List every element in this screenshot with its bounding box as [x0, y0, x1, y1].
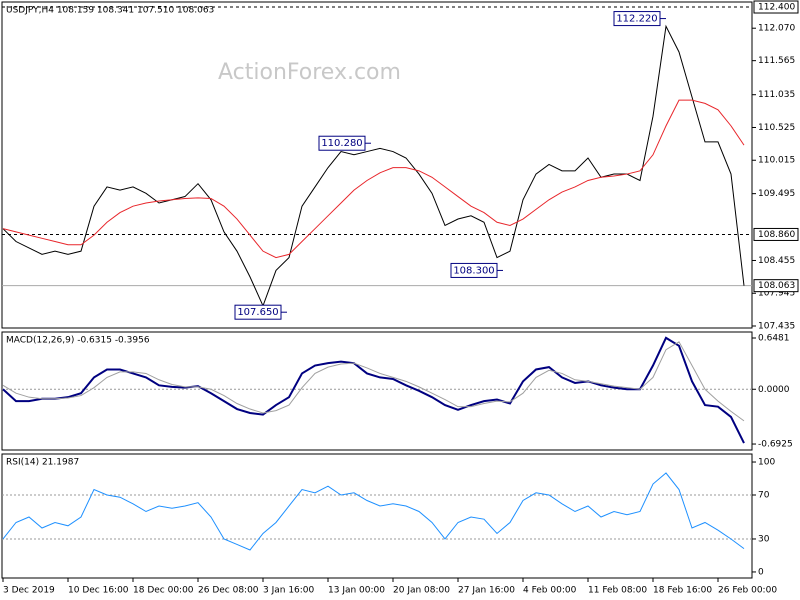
series-line	[2, 472, 745, 551]
y-tick-label: 112.070	[758, 24, 795, 34]
x-tick-label: 20 Jan 08:00	[393, 586, 450, 596]
annotation-box	[450, 262, 498, 278]
annotation-box	[318, 135, 366, 151]
x-tick-label: 11 Feb 08:00	[588, 586, 647, 596]
h-line-label: 112.400	[758, 3, 795, 13]
panel-frame	[1, 453, 753, 579]
y-tick-label: 0.6481	[758, 334, 790, 344]
watermark: ActionForex.com	[218, 60, 401, 85]
y-tick-label: 107.945	[758, 289, 795, 299]
y-tick-label: 100	[758, 458, 775, 468]
y-tick-label: 110.525	[758, 123, 795, 133]
h-line-label: 108.860	[758, 230, 795, 240]
panel-title: RSI(14) 21.1987	[6, 458, 79, 468]
panel-title: USDJPY,H4 108.159 108.341 107.510 108.06…	[6, 6, 214, 16]
panel-title: MACD(12,26,9) -0.6315 -0.3956	[6, 336, 150, 346]
panel-frame	[1, 331, 753, 451]
x-tick-label: 26 Feb 00:00	[718, 586, 777, 596]
x-tick-label: 26 Dec 08:00	[198, 586, 259, 596]
h-line-label-box	[753, 227, 799, 241]
x-tick-label: 4 Feb 00:00	[523, 586, 577, 596]
panel-frame	[1, 1, 753, 329]
x-tick-label: 10 Dec 16:00	[68, 586, 129, 596]
x-tick-label: 13 Jan 00:00	[328, 586, 385, 596]
x-tick-label: 3 Jan 16:00	[263, 586, 315, 596]
series-line	[2, 99, 745, 259]
annotation-label: 112.220	[616, 14, 657, 25]
x-tick-label: 3 Dec 2019	[3, 586, 55, 596]
annotation-box	[613, 11, 661, 27]
annotation-label: 108.300	[453, 265, 494, 276]
y-tick-label: 0	[758, 567, 764, 577]
x-tick-label: 18 Dec 00:00	[133, 586, 194, 596]
y-tick-label: 110.015	[758, 156, 795, 166]
y-tick-label: 111.035	[758, 90, 795, 100]
y-tick-label: 108.455	[758, 256, 795, 266]
annotation-label: 110.280	[321, 138, 362, 149]
y-tick-label: 70	[758, 491, 770, 501]
y-tick-label: 107.435	[758, 322, 795, 332]
h-line-label-box	[753, 279, 799, 293]
y-tick-label: 0.0000	[758, 385, 790, 395]
y-tick-label: -0.6925	[758, 440, 793, 450]
annotation-box	[234, 304, 282, 320]
y-tick-label: 109.495	[758, 189, 795, 199]
h-line-label: 108.063	[758, 281, 795, 291]
h-line-label-box	[753, 0, 799, 14]
annotation-label: 107.650	[237, 307, 278, 318]
series-line	[2, 341, 745, 422]
y-tick-label: 30	[758, 534, 770, 544]
series-line	[2, 24, 745, 308]
y-tick-label: 111.565	[758, 56, 795, 66]
x-tick-label: 27 Jan 16:00	[458, 586, 515, 596]
x-tick-label: 18 Feb 16:00	[653, 586, 712, 596]
